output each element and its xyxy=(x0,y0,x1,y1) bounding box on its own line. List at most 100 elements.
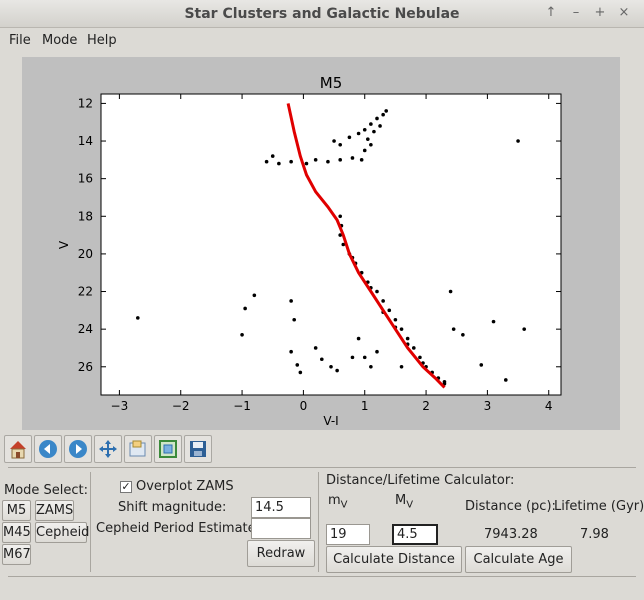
data-point xyxy=(378,124,382,128)
home-icon xyxy=(10,441,26,459)
data-point xyxy=(448,289,453,294)
distance-label: Distance (pc): xyxy=(465,499,556,514)
distance-value: 7943.28 xyxy=(484,527,538,542)
data-point xyxy=(393,317,398,322)
calculate-age-button[interactable]: Calculate Age xyxy=(465,546,572,573)
data-point xyxy=(451,327,456,331)
overplot-zams-checkbox[interactable]: ✓ xyxy=(120,481,132,493)
data-point xyxy=(350,156,355,160)
chart-title: M5 xyxy=(320,74,343,92)
apparent-magnitude-label: mV xyxy=(328,493,348,511)
x-tick-label: −3 xyxy=(111,399,129,413)
data-point xyxy=(399,364,404,369)
lifetime-value: 7.98 xyxy=(580,527,609,542)
save-icon xyxy=(190,441,206,457)
data-point xyxy=(369,142,373,147)
y-axis-label: V xyxy=(57,240,71,249)
close-button[interactable]: × xyxy=(618,5,630,20)
x-tick-label: 0 xyxy=(300,399,308,413)
m67-button[interactable]: M67 xyxy=(2,544,31,565)
data-point xyxy=(461,333,465,337)
m45-button[interactable]: M45 xyxy=(2,522,31,543)
minimize-button[interactable]: – xyxy=(572,5,580,20)
data-point xyxy=(372,129,376,134)
data-point xyxy=(326,159,330,164)
shift-magnitude-input[interactable] xyxy=(251,497,311,518)
x-tick-label: −2 xyxy=(172,399,190,413)
data-point xyxy=(362,127,367,132)
data-point xyxy=(332,139,336,143)
data-point xyxy=(295,363,300,367)
data-point xyxy=(289,349,293,354)
menu-mode[interactable]: Mode xyxy=(42,33,78,48)
x-tick-label: 4 xyxy=(545,399,553,413)
checkmark-icon: ✓ xyxy=(121,480,131,493)
m5-button[interactable]: M5 xyxy=(2,500,31,521)
data-point xyxy=(405,336,410,341)
maximize-button[interactable]: + xyxy=(594,5,606,20)
cepheid-mode-button[interactable]: Cepheid xyxy=(35,522,89,543)
data-point xyxy=(356,336,361,341)
pan-icon xyxy=(99,440,117,458)
window-titlebar: Star Clusters and Galactic Nebulae ↑ – +… xyxy=(0,0,644,28)
y-tick-label: 18 xyxy=(78,209,93,223)
data-point xyxy=(504,378,508,382)
data-point xyxy=(362,148,367,153)
data-point xyxy=(292,317,297,322)
mode-select-label: Mode Select: xyxy=(4,483,89,498)
data-point xyxy=(243,306,247,311)
zoom-button[interactable] xyxy=(154,435,182,463)
data-point xyxy=(491,319,496,324)
subplots-button[interactable] xyxy=(124,435,152,463)
y-tick-label: 26 xyxy=(78,360,93,374)
data-point xyxy=(289,299,293,303)
forward-icon xyxy=(69,440,87,458)
data-point xyxy=(387,308,392,313)
data-point xyxy=(366,137,370,141)
data-point xyxy=(412,346,416,350)
cepheid-period-label: Cepheid Period Estimate xyxy=(96,521,256,536)
data-point xyxy=(338,142,343,147)
back-icon xyxy=(39,440,57,458)
overplot-zams-label: Overplot ZAMS xyxy=(136,479,234,494)
redraw-button[interactable]: Redraw xyxy=(247,540,315,567)
x-tick-label: 2 xyxy=(422,399,430,413)
data-point xyxy=(313,346,318,350)
data-point xyxy=(381,299,385,303)
menu-help[interactable]: Help xyxy=(87,33,117,48)
home-button[interactable] xyxy=(4,435,32,463)
data-point xyxy=(335,368,339,373)
zams-curve xyxy=(286,103,446,389)
x-axis-label: V-I xyxy=(323,414,338,428)
back-button[interactable] xyxy=(34,435,62,463)
save-button[interactable] xyxy=(184,435,212,463)
calculate-distance-button[interactable]: Calculate Distance xyxy=(326,546,462,573)
x-tick-label: 3 xyxy=(484,399,492,413)
data-point xyxy=(320,357,324,362)
y-tick-label: 12 xyxy=(78,96,93,110)
zams-mode-button[interactable]: ZAMS xyxy=(35,500,74,521)
data-point xyxy=(304,161,309,166)
data-point xyxy=(341,242,346,247)
data-point xyxy=(136,316,140,320)
menubar: File Mode Help xyxy=(0,29,644,53)
absolute-magnitude-label: MV xyxy=(395,493,414,511)
absolute-magnitude-input[interactable] xyxy=(392,524,438,545)
pan-button[interactable] xyxy=(94,435,122,463)
data-point xyxy=(270,154,275,158)
keep-above-button[interactable]: ↑ xyxy=(545,5,557,20)
menu-file[interactable]: File xyxy=(9,33,31,48)
forward-button[interactable] xyxy=(64,435,92,463)
data-point xyxy=(338,158,343,162)
data-point xyxy=(381,112,385,117)
data-point xyxy=(375,116,379,121)
plot-canvas[interactable]: M5 V-I V −3 −2 −1 0 1 2 3 4 12 14 16 18 20 22 24 26 xyxy=(22,57,620,430)
data-point xyxy=(375,349,379,354)
y-tick-label: 14 xyxy=(78,134,93,148)
data-point xyxy=(240,333,244,337)
cepheid-period-input[interactable] xyxy=(251,518,311,539)
y-tick-label: 16 xyxy=(78,172,93,186)
apparent-magnitude-input[interactable] xyxy=(326,524,370,545)
